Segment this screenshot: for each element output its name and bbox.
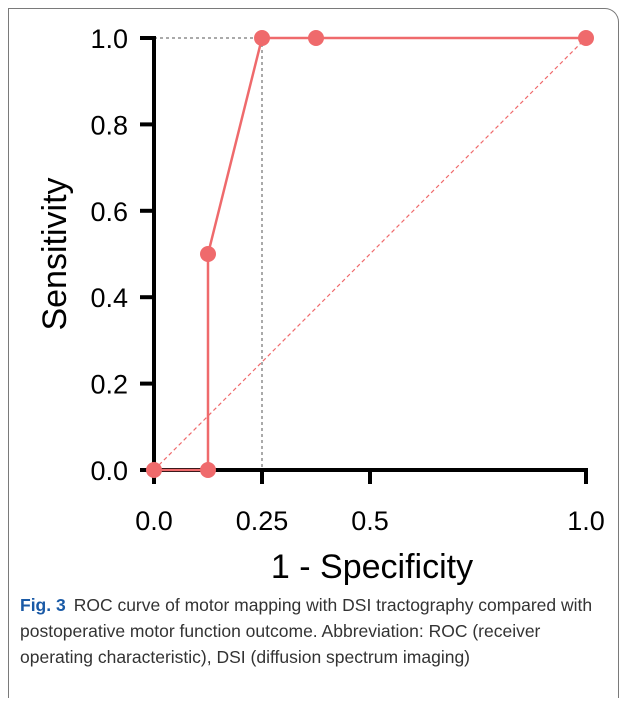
reference-line-group xyxy=(153,37,587,471)
y-tick-label: 0.2 xyxy=(90,370,128,400)
roc-curve-line xyxy=(154,36,586,472)
data-point xyxy=(578,30,594,46)
x-axis-title: 1 - Specificity xyxy=(271,548,473,586)
y-tick-label: 0.4 xyxy=(90,283,128,313)
guide-lines xyxy=(154,37,263,470)
reference-line xyxy=(153,37,587,471)
data-point xyxy=(146,462,162,478)
y-axis-ticks: 0.0 0.2 0.4 0.6 0.8 1.0 xyxy=(90,24,154,486)
x-tick-label: 0.25 xyxy=(236,506,289,536)
caption-label: Fig. 3 xyxy=(20,595,66,615)
series-group xyxy=(146,30,594,478)
y-tick-label: 0.8 xyxy=(90,110,128,140)
data-point xyxy=(200,462,216,478)
roc-chart: 0.0 0.25 0.5 1.0 0.0 0.2 0.4 0.6 0.8 1.0 1 - Spe… xyxy=(36,24,605,586)
x-tick-label: 1.0 xyxy=(567,506,605,536)
figure-frame xyxy=(8,8,619,698)
caption-text: ROC curve of motor mapping with DSI trac… xyxy=(20,595,593,667)
y-axis-title: Sensitivity xyxy=(36,177,74,330)
figure-caption: Fig. 3 ROC curve of motor mapping with DS… xyxy=(20,592,612,670)
data-point xyxy=(254,30,270,46)
x-tick-label: 0.5 xyxy=(351,506,389,536)
y-tick-label: 1.0 xyxy=(90,24,128,54)
x-tick-label: 0.0 xyxy=(135,506,173,536)
data-point xyxy=(308,30,324,46)
y-tick-label: 0.0 xyxy=(90,456,128,486)
data-point xyxy=(200,246,216,262)
y-tick-label: 0.6 xyxy=(90,197,128,227)
x-axis-ticks: 0.0 0.25 0.5 1.0 xyxy=(135,470,605,536)
